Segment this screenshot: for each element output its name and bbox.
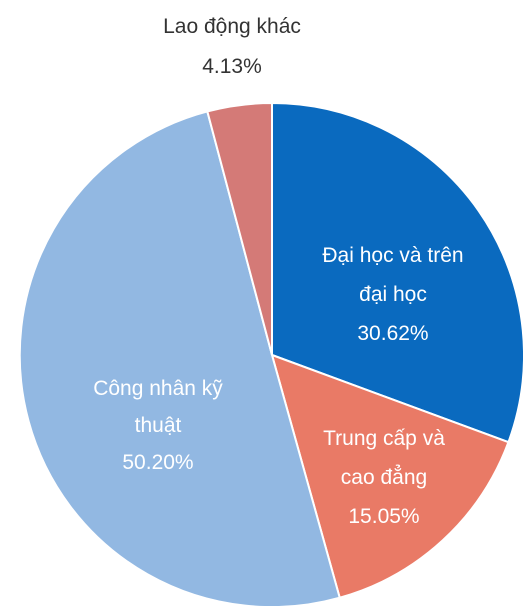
slice-other-labor-label: Lao động khác 4.13% — [163, 15, 301, 78]
slice-other-labor — [206, 101, 273, 356]
label-line: 30.62% — [357, 322, 428, 345]
label-line: cao đẳng — [341, 465, 427, 489]
label-line: Công nhân kỹ — [93, 377, 223, 400]
slice-technical-worker-label: Công nhân kỹ thuật 50.20% — [93, 377, 223, 474]
label-line: thuật — [135, 414, 182, 437]
pie-labels: Đại học và trên đại học 30.62% Trung cấp và… — [93, 15, 463, 528]
slice-university-label: Đại học và trên đại học 30.62% — [322, 244, 463, 345]
label-line: 15.05% — [348, 505, 419, 528]
slice-college-label: Trung cấp và cao đẳng 15.05% — [323, 427, 445, 528]
slice-technical-worker — [18, 110, 341, 606]
slice-college — [270, 353, 510, 599]
label-line: Lao động khác — [163, 15, 301, 38]
label-line: Đại học và trên — [322, 244, 463, 267]
label-line: 4.13% — [202, 55, 262, 78]
pie-slices — [18, 101, 523, 606]
label-line: Trung cấp và — [323, 427, 445, 450]
label-line: đại học — [359, 283, 427, 306]
label-line: 50.20% — [122, 451, 193, 474]
